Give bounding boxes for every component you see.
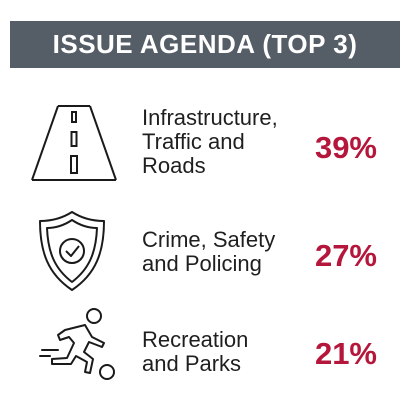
header-banner: ISSUE AGENDA (TOP 3)	[10, 21, 400, 68]
item-label: Crime, Safety and Policing	[142, 227, 276, 276]
item-percentage: 39%	[314, 130, 377, 165]
item-percentage: 27%	[314, 238, 377, 273]
running-person-icon	[39, 308, 115, 380]
shield-check-icon	[39, 211, 105, 291]
item-label: Infrastructure, Traffic and Roads	[142, 105, 278, 178]
page-title: ISSUE AGENDA (TOP 3)	[52, 29, 358, 59]
item-percentage: 21%	[314, 336, 377, 371]
item-label: Recreation and Parks	[142, 327, 249, 376]
road-icon	[31, 105, 117, 181]
